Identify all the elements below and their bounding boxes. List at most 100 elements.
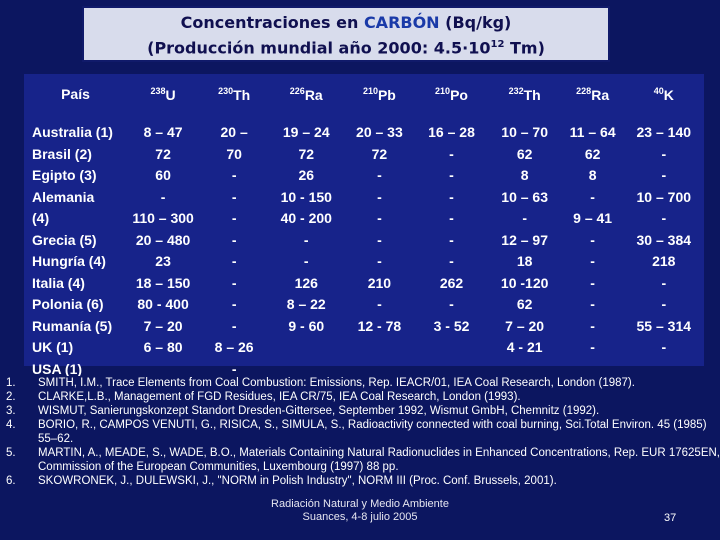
slide-title: Concentraciones en CARBÓN (Bq/kg) (Produ… xyxy=(82,6,610,62)
value-cell: 62 xyxy=(516,145,533,162)
country-cell: Hungría (4) xyxy=(32,253,106,269)
country-cell: Brasil (2) xyxy=(32,145,92,162)
value-cell: - xyxy=(590,317,595,334)
value-cell: - xyxy=(231,210,237,226)
value-cell: 70 xyxy=(226,145,242,162)
reference-item: 6. SKOWRONEK, J., DULEWSKI, J., "NORM in … xyxy=(6,475,557,487)
value-column-pb210: 20 – 33 72 - - - - - 210 - 12 - 78 xyxy=(343,114,415,381)
value-cell: 10 - 150 xyxy=(280,188,332,205)
value-cell: - xyxy=(231,274,237,291)
value-cell: - xyxy=(449,231,454,248)
country-header: País xyxy=(61,86,90,102)
value-cell: 11 – 64 xyxy=(569,124,616,140)
value-cell: 7 – 20 xyxy=(505,317,545,334)
value-cell: 126 xyxy=(294,274,318,291)
value-cell: - xyxy=(590,296,595,312)
value-cell: 23 xyxy=(155,253,171,269)
value-cell: 72 xyxy=(155,145,171,162)
value-cell: 12 - 78 xyxy=(357,317,402,334)
value-column-ra226: 19 – 24 72 26 10 - 150 40 - 200 - - 126 8 – 22 9 … xyxy=(269,114,343,381)
country-column: Australia (1) Brasil (2) Egipto (3) Alem… xyxy=(24,114,127,381)
value-cell: 8 – 47 xyxy=(143,124,183,140)
table-header-row: País 238U 230Th 226Ra 210Pb 210Po 232Th … xyxy=(24,74,704,114)
value-cell: 10 -120 xyxy=(500,274,549,291)
value-cell: - xyxy=(590,231,595,248)
value-cell: 7 – 20 xyxy=(143,317,183,334)
reference-item: 5. MARTIN, A., MEADE, S., WADE, B.O., Mat… xyxy=(6,447,720,473)
value-cell: - xyxy=(231,231,237,248)
value-cell: 9 - 60 xyxy=(288,317,325,334)
value-cell: - xyxy=(377,231,382,248)
header-ra228: 228Ra xyxy=(576,85,610,103)
value-cell: 110 – 300 xyxy=(132,210,194,226)
value-cell: - xyxy=(590,253,595,269)
value-cell: 72 xyxy=(371,145,388,162)
value-cell: 62 xyxy=(584,145,601,162)
country-cell: USA (1) xyxy=(32,360,83,377)
country-cell: Alemania xyxy=(32,188,95,205)
concentration-table-panel: País 238U 230Th 226Ra 210Pb 210Po 232Th … xyxy=(24,74,704,377)
header-ra226: 226Ra xyxy=(289,85,323,103)
value-cell: 9 – 41 xyxy=(573,210,613,226)
value-cell: 10 – 700 xyxy=(636,188,692,205)
value-cell: - xyxy=(231,360,237,377)
value-cell: - xyxy=(590,188,595,205)
value-cell: - xyxy=(661,145,667,162)
value-cell: 3 - 52 xyxy=(433,317,470,334)
value-cell: - xyxy=(661,296,667,312)
header-po210: 210Po xyxy=(435,85,468,103)
header-pb210: 210Pb xyxy=(362,85,396,103)
value-column-ra228: 11 – 64 62 8 - 9 – 41 - - - - - - xyxy=(562,114,624,381)
value-cell: - xyxy=(231,188,237,205)
value-cell: 12 – 97 xyxy=(501,231,548,248)
value-cell: - xyxy=(377,253,382,269)
value-cell: - xyxy=(231,253,237,269)
value-cell: 40 - 200 xyxy=(280,210,332,226)
value-cell: 60 xyxy=(155,167,171,183)
country-cell: Egipto (3) xyxy=(32,167,97,183)
value-cell: - xyxy=(303,253,309,269)
footer-event: Radiación Natural y Medio Ambiente Suanc… xyxy=(250,498,470,524)
value-cell: - xyxy=(661,274,667,291)
value-cell: 20 – 480 xyxy=(135,231,191,248)
country-cell: (4) xyxy=(32,210,50,226)
value-cell: - xyxy=(377,296,382,312)
value-cell: - xyxy=(449,253,454,269)
value-cell: 26 xyxy=(298,167,315,183)
value-cell: 16 – 28 xyxy=(428,124,475,140)
value-cell: - xyxy=(661,210,667,226)
value-cell: 4 - 21 xyxy=(506,339,543,355)
references-list: 1. SMITH, I.M., Trace Elements from Coal … xyxy=(0,376,720,540)
country-cell: Australia (1) xyxy=(32,124,113,140)
footer-line-2: Suances, 4-8 julio 2005 xyxy=(302,511,418,523)
value-cell: - xyxy=(449,188,454,205)
header-th232: 232Th xyxy=(508,85,541,103)
title-line-1: Concentraciones en CARBÓN (Bq/kg) xyxy=(180,13,512,32)
value-cell: 30 – 384 xyxy=(636,231,692,248)
value-cell: - xyxy=(661,167,667,183)
value-cell: 218 xyxy=(652,253,676,269)
reference-item: 2. CLARKE,L.B., Management of FGD Residue… xyxy=(6,391,521,403)
value-cell: - xyxy=(449,167,454,183)
value-column-po210: 16 – 28 - - - - - - 262 - 3 - 52 xyxy=(415,114,487,381)
country-cell: Rumanía (5) xyxy=(32,317,113,334)
country-cell: Grecia (5) xyxy=(32,231,97,248)
value-column-th230: 20 – 70 - - - - - - - - 8 – 26 - xyxy=(199,114,269,381)
value-cell: - xyxy=(377,188,382,205)
table-body-row: Australia (1) Brasil (2) Egipto (3) Alem… xyxy=(24,114,704,381)
value-column-th232: 10 – 70 62 8 10 – 63 - 12 – 97 18 10 -120 62 7 – … xyxy=(488,114,562,381)
country-cell: Polonia (6) xyxy=(32,296,104,312)
value-cell: - xyxy=(449,296,454,312)
reference-item: 3. WISMUT, Sanierungskonzept Standort Dre… xyxy=(6,405,600,417)
value-cell: 8 xyxy=(588,167,597,183)
value-cell: 55 – 314 xyxy=(636,317,692,334)
value-cell: - xyxy=(522,210,527,226)
country-cell: UK (1) xyxy=(32,339,74,355)
value-cell: 20 – xyxy=(220,124,248,140)
value-cell: 10 – 70 xyxy=(501,124,548,140)
value-column-k40: 23 – 140 - - 10 – 700 - 30 – 384 218 - - 55 – 314… xyxy=(624,114,704,381)
value-cell: 210 xyxy=(367,274,392,291)
footer-line-1: Radiación Natural y Medio Ambiente xyxy=(271,498,449,510)
title-line-2: (Producción mundial año 2000: 4.5·1012 T… xyxy=(147,38,545,58)
value-cell: - xyxy=(231,167,237,183)
